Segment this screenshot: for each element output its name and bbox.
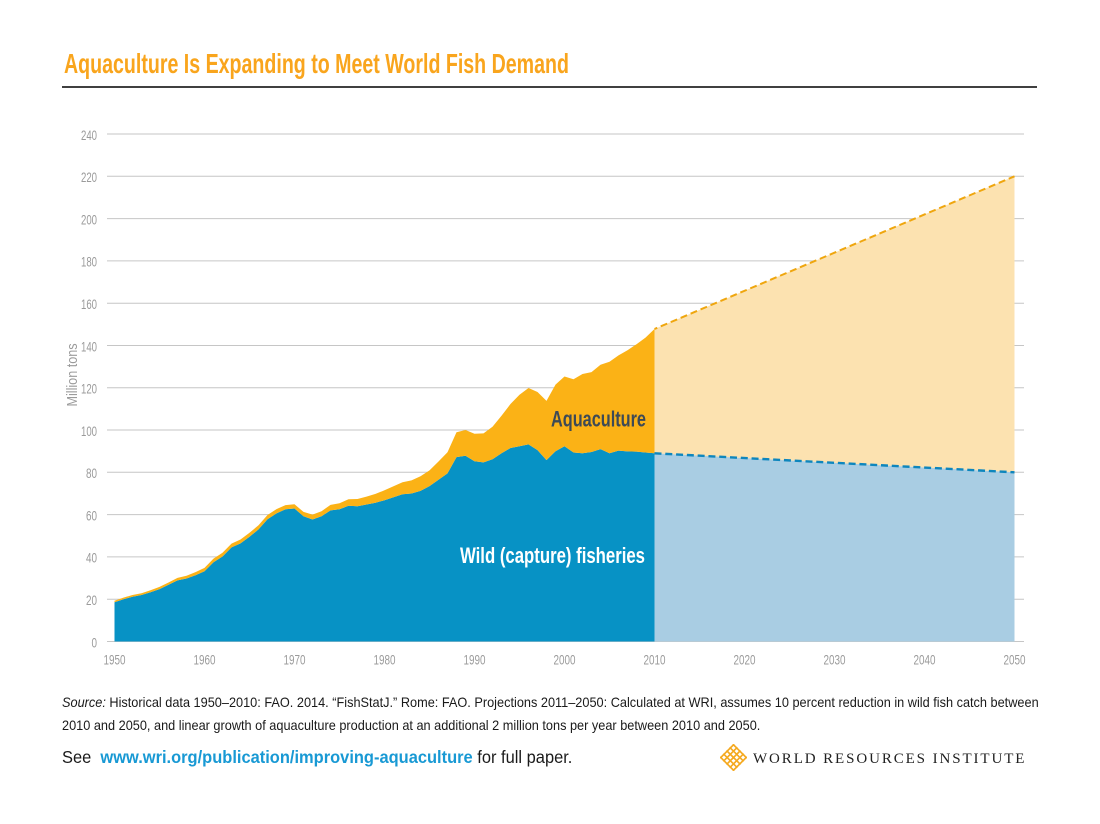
svg-text:Aquaculture: Aquaculture — [551, 407, 646, 432]
svg-text:0: 0 — [92, 634, 98, 650]
svg-text:2000: 2000 — [554, 652, 576, 668]
svg-text:Million tons: Million tons — [64, 344, 81, 407]
svg-text:140: 140 — [81, 338, 97, 354]
svg-text:80: 80 — [86, 465, 97, 481]
svg-text:200: 200 — [81, 211, 97, 227]
svg-text:Wild (capture) fisheries: Wild (capture) fisheries — [460, 543, 645, 568]
svg-text:240: 240 — [81, 127, 97, 143]
svg-text:40: 40 — [86, 550, 97, 566]
svg-text:20: 20 — [86, 592, 97, 608]
svg-text:1960: 1960 — [194, 652, 216, 668]
svg-text:2040: 2040 — [914, 652, 936, 668]
svg-text:160: 160 — [81, 296, 97, 312]
svg-text:60: 60 — [86, 507, 97, 523]
svg-text:1970: 1970 — [284, 652, 306, 668]
svg-text:2050: 2050 — [1004, 652, 1026, 668]
svg-text:1980: 1980 — [374, 652, 396, 668]
svg-text:180: 180 — [81, 254, 97, 270]
svg-text:2030: 2030 — [824, 652, 846, 668]
svg-text:1990: 1990 — [464, 652, 486, 668]
svg-text:220: 220 — [81, 169, 97, 185]
svg-text:1950: 1950 — [104, 652, 126, 668]
svg-text:2010: 2010 — [644, 652, 666, 668]
svg-text:2020: 2020 — [734, 652, 756, 668]
svg-text:100: 100 — [81, 423, 97, 439]
svg-text:120: 120 — [81, 381, 97, 397]
